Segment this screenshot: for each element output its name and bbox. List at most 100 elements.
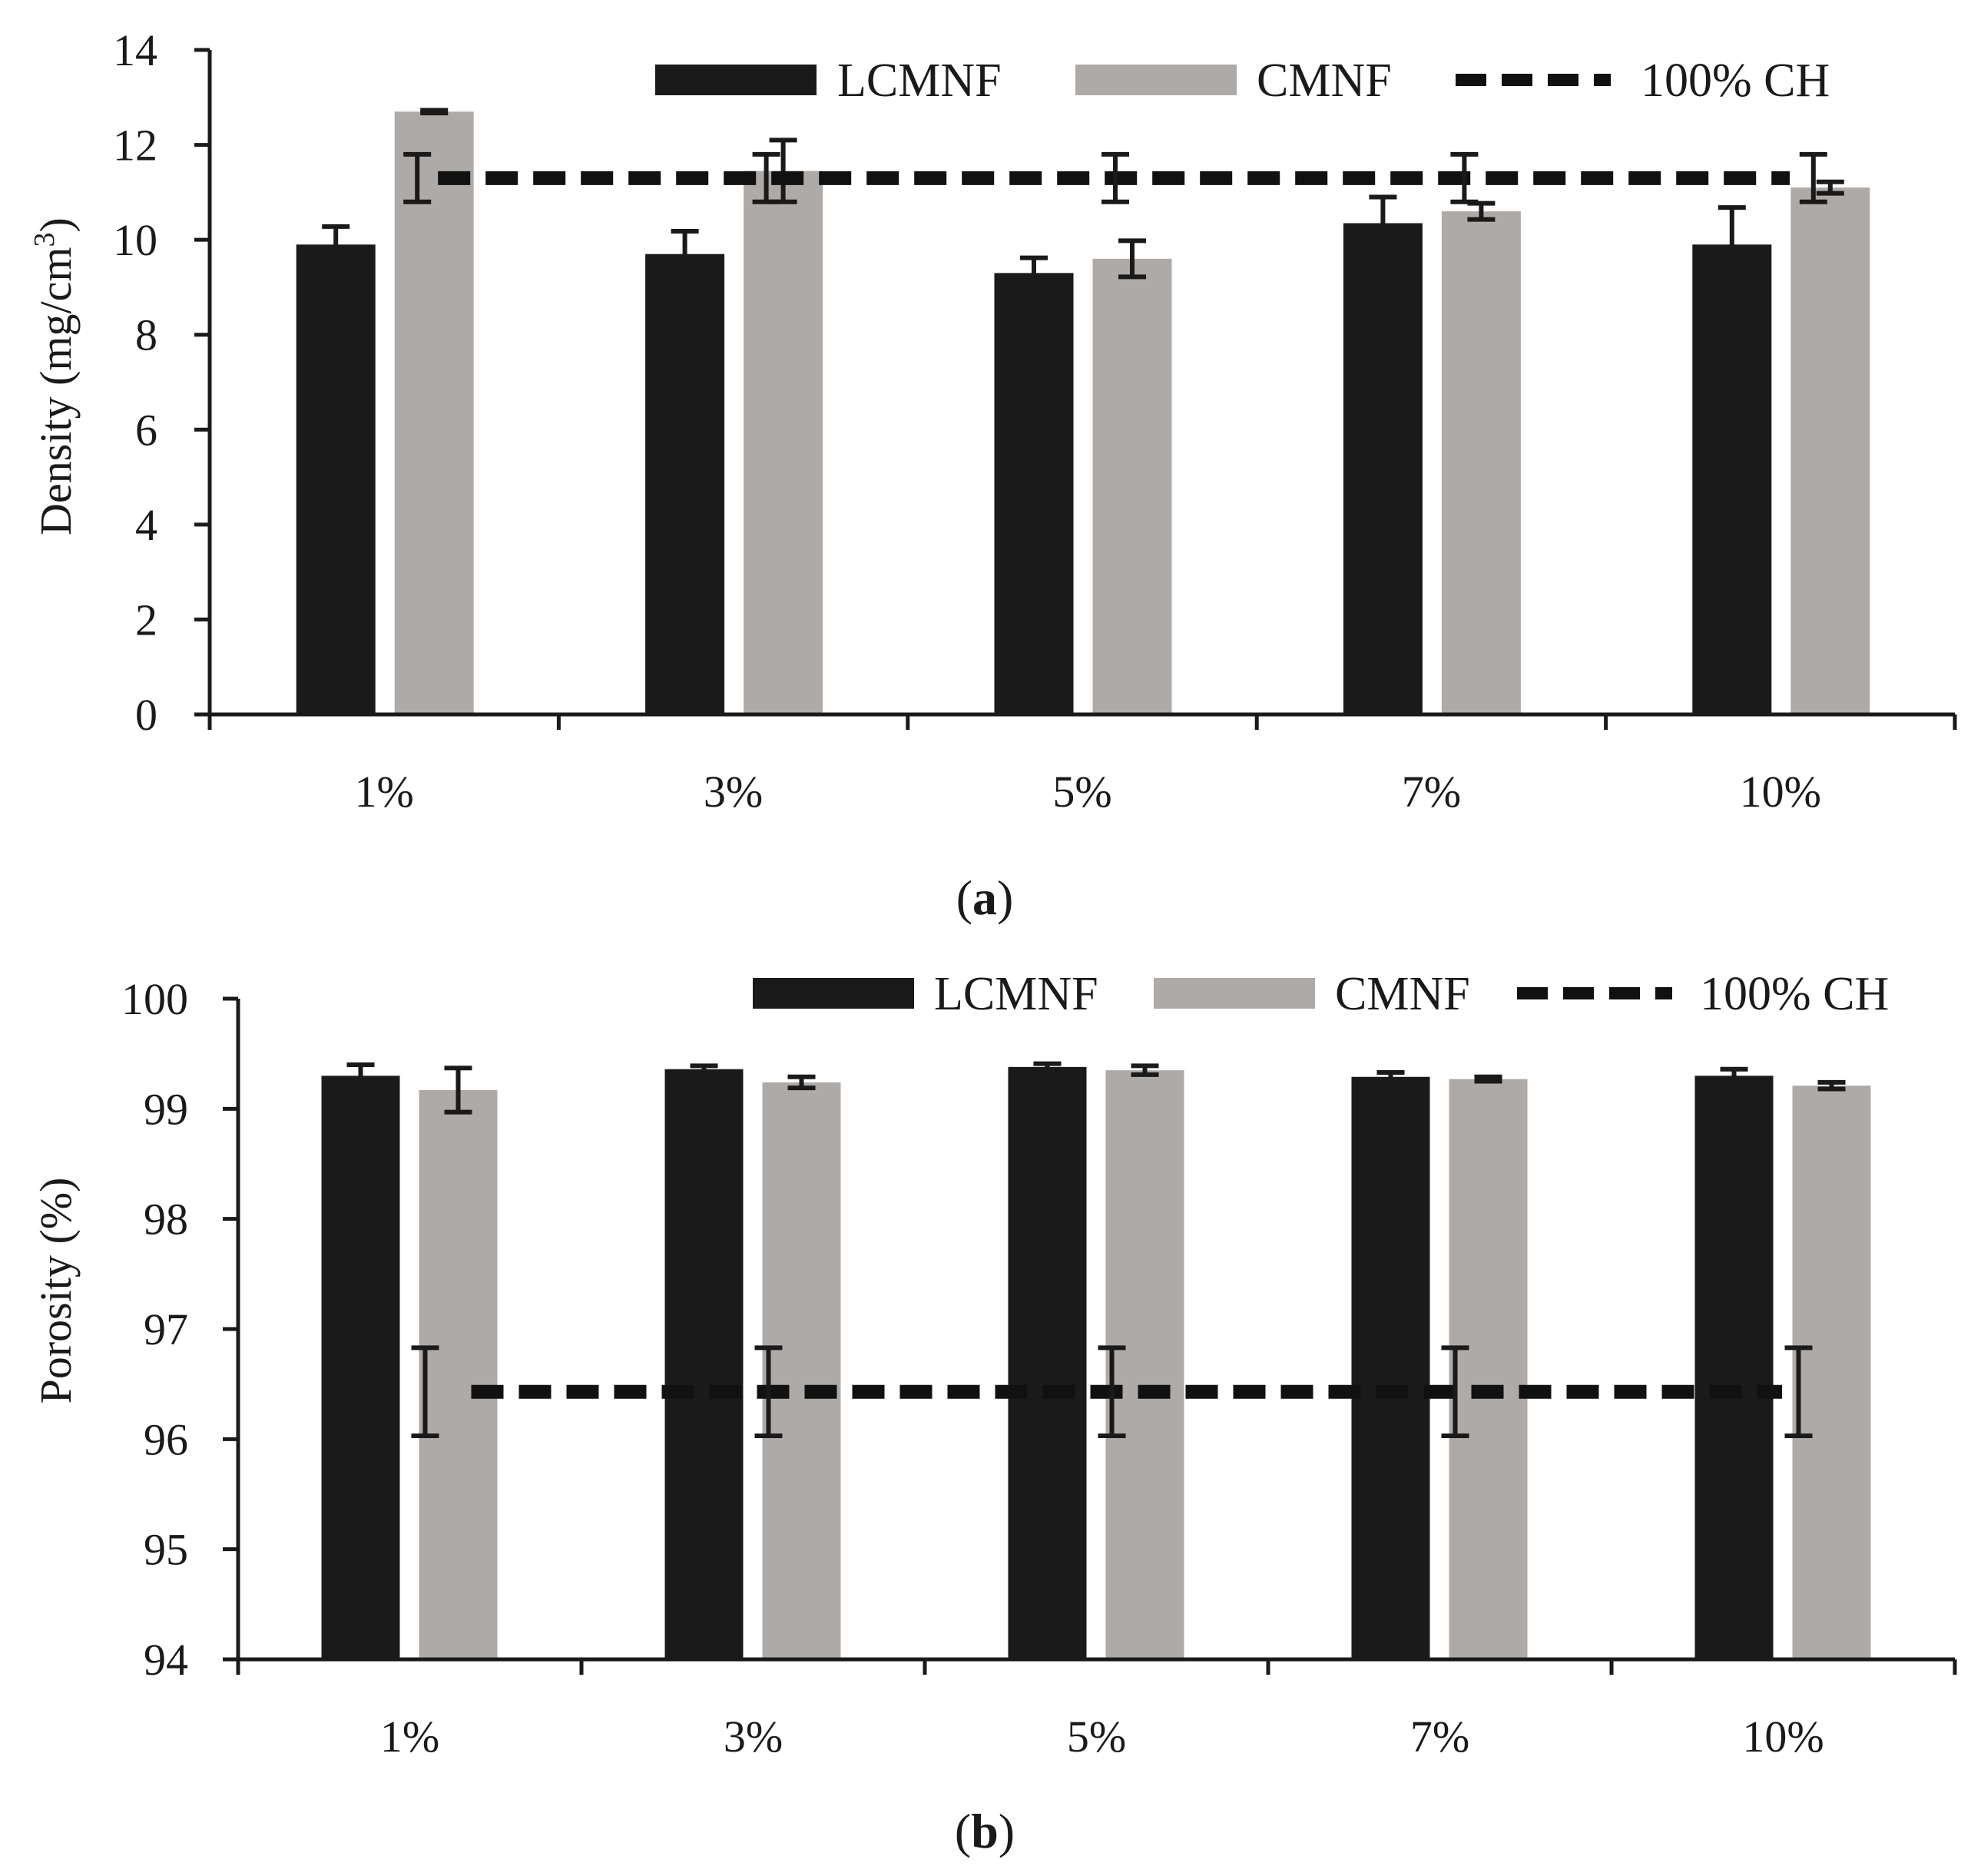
panel-label-a: (a): [956, 870, 1014, 925]
porosity-reference-line: [411, 1345, 1813, 1439]
bar-cmnf-3: [1105, 1070, 1184, 1659]
legend-swatch-cmnf: [1154, 978, 1315, 1009]
y-tick-label-3: 4: [135, 500, 157, 550]
reference-error-bar-4: [1441, 1345, 1469, 1439]
error-bar-lcmnf-4: [1369, 194, 1397, 252]
bar-cmnf-5: [1790, 187, 1870, 714]
error-bar-lcmnf-3: [1033, 1061, 1062, 1073]
error-bar-lcmnf-1: [346, 1062, 375, 1089]
density-legend: LCMNF CMNF 100% CH: [655, 55, 1830, 107]
reference-error-bar-1: [411, 1345, 439, 1439]
bar-lcmnf-5: [1692, 244, 1772, 715]
x-tick-label-2: 3%: [704, 767, 763, 817]
legend-swatch-lcmnf: [655, 65, 817, 95]
reference-error-bar-1: [403, 151, 432, 204]
error-bar-lcmnf-4: [1376, 1070, 1405, 1084]
bar-lcmnf-2: [664, 1069, 744, 1659]
error-bar-lcmnf-1: [322, 224, 350, 265]
bar-lcmnf-1: [296, 244, 376, 715]
error-bar-lcmnf-5: [1718, 205, 1746, 284]
y-tick-label-4: 97: [144, 1304, 188, 1354]
y-tick-label-7: 100: [121, 974, 188, 1024]
y-tick-label-3: 96: [144, 1414, 188, 1464]
porosity-legend: LCMNF CMNF 100% CH: [753, 968, 1889, 1020]
x-tick-label-4: 7%: [1402, 767, 1461, 817]
error-bar-cmnf-3: [1131, 1063, 1159, 1077]
error-bar-cmnf-3: [1118, 238, 1146, 280]
x-tick-label-5: 10%: [1742, 1712, 1824, 1762]
x-tick-label-1: 1%: [355, 767, 414, 817]
reference-error-bar-5: [1799, 151, 1827, 204]
bar-cmnf-2: [762, 1082, 841, 1659]
bar-cmnf-2: [744, 171, 823, 714]
panel-label-b: (b): [955, 1804, 1015, 1858]
porosity-bars: [321, 1061, 1871, 1659]
y-tick-label-4: 6: [135, 405, 157, 455]
legend-label-cmnf: CMNF: [1257, 55, 1392, 107]
bar-cmnf-5: [1792, 1085, 1871, 1659]
porosity-y-axis-title: Porosity (%): [31, 1178, 81, 1404]
legend-label-lcmnf: LCMNF: [837, 55, 1002, 107]
bar-lcmnf-4: [1343, 223, 1423, 715]
error-bar-cmnf-5: [1817, 1079, 1846, 1092]
legend-label-lcmnf: LCMNF: [934, 968, 1098, 1020]
error-bar-cmnf-4: [1474, 1074, 1502, 1084]
bar-cmnf-4: [1441, 211, 1521, 715]
density-axes: [194, 48, 1957, 730]
error-bar-lcmnf-2: [690, 1063, 718, 1076]
density-tick-labels: 1% 3% 5% 7% 10% 0 2 4 6 8 10 12 14: [113, 25, 1821, 817]
error-bar-lcmnf-5: [1720, 1066, 1748, 1085]
y-tick-label-1: 94: [144, 1635, 188, 1685]
bar-lcmnf-1: [321, 1076, 400, 1659]
legend-label-reference: 100% CH: [1641, 55, 1830, 107]
reference-error-bar-3: [1101, 151, 1129, 204]
error-bar-cmnf-5: [1816, 179, 1844, 196]
error-bar-lcmnf-2: [671, 229, 699, 280]
density-reference-line: [403, 151, 1827, 204]
bar-lcmnf-5: [1694, 1076, 1774, 1659]
y-tick-label-8: 14: [113, 25, 157, 75]
bar-cmnf-1: [419, 1089, 498, 1659]
density-y-axis-title: Density (mg/cm3): [28, 217, 81, 535]
legend-label-cmnf: CMNF: [1335, 968, 1470, 1020]
bar-lcmnf-2: [645, 254, 725, 714]
x-tick-label-3: 5%: [1052, 767, 1111, 817]
reference-error-bar-5: [1784, 1345, 1813, 1439]
bar-lcmnf-4: [1351, 1076, 1430, 1659]
y-tick-label-6: 10: [113, 215, 157, 265]
bar-cmnf-3: [1092, 258, 1172, 714]
reference-error-bar-4: [1450, 151, 1479, 204]
bar-lcmnf-3: [994, 273, 1074, 715]
y-tick-label-5: 98: [144, 1195, 188, 1245]
legend-swatch-cmnf: [1075, 65, 1237, 95]
error-bar-cmnf-1: [444, 1066, 472, 1115]
bar-cmnf-1: [394, 111, 474, 715]
x-tick-label-1: 1%: [380, 1712, 439, 1762]
x-tick-label-2: 3%: [724, 1712, 783, 1762]
y-tick-label-5: 8: [135, 310, 157, 360]
legend-swatch-lcmnf: [753, 978, 914, 1009]
error-bar-cmnf-1: [420, 108, 449, 116]
y-tick-label-2: 95: [144, 1525, 188, 1575]
reference-error-bar-2: [752, 151, 780, 204]
error-bar-cmnf-2: [787, 1074, 816, 1091]
legend-label-reference: 100% CH: [1700, 968, 1889, 1020]
x-tick-label-3: 5%: [1067, 1712, 1126, 1762]
x-tick-label-5: 10%: [1740, 767, 1821, 817]
porosity-axes: [223, 996, 1957, 1675]
error-bar-lcmnf-3: [1020, 255, 1048, 291]
x-tick-label-4: 7%: [1410, 1712, 1469, 1762]
reference-error-bar-3: [1098, 1345, 1126, 1439]
bar-cmnf-4: [1449, 1079, 1528, 1659]
density-bars: [296, 108, 1870, 715]
y-tick-label-6: 99: [144, 1084, 188, 1134]
y-tick-label-2: 2: [135, 595, 157, 645]
reference-error-bar-2: [754, 1345, 783, 1439]
y-tick-label-7: 12: [113, 121, 157, 171]
y-tick-label-1: 0: [135, 690, 157, 740]
porosity-tick-labels: 1% 3% 5% 7% 10% 94 95 96 97 98 99 100: [121, 974, 1824, 1762]
bar-lcmnf-3: [1008, 1066, 1087, 1659]
